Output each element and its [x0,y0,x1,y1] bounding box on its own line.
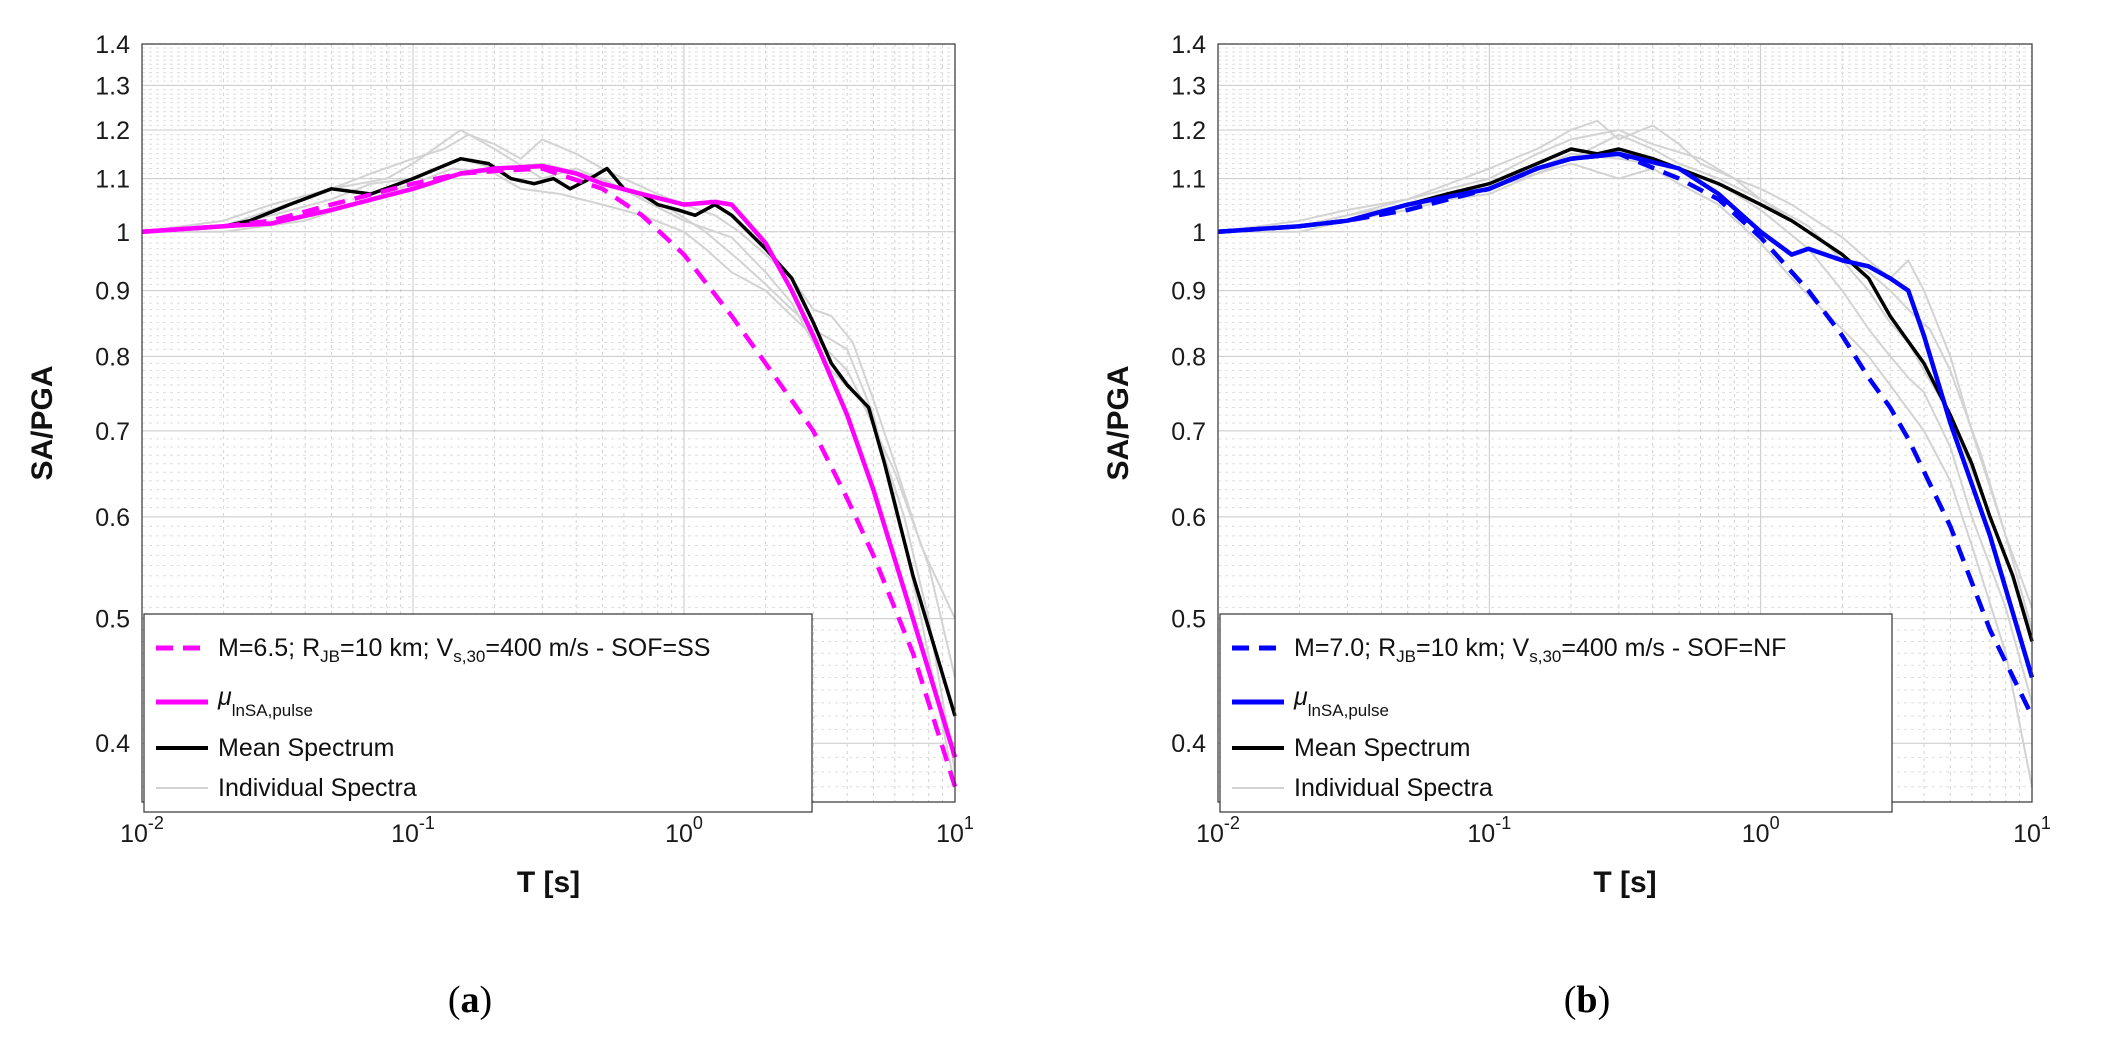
series-layer-b [1217,119,2035,787]
panel-caption-a: (a) [448,979,492,1021]
x-tick-label: 10-1 [1467,813,1511,848]
legend-scenario-pre-b: M=7.0; R [1294,634,1396,662]
y-tick-label: 0.8 [95,343,130,371]
y-tick-label: 0.4 [1171,730,1206,758]
y-tick-label: 1 [116,219,130,247]
legend-label-mean-b: Mean Spectrum [1294,734,1470,762]
legend-box-b [1219,613,1893,813]
y-tick-label: 1 [1192,219,1206,247]
x-tick-label: 10-1 [391,813,435,848]
legend-box-a [143,613,813,813]
y-tick-label: 0.5 [1171,606,1206,634]
series-scenario [1217,151,2035,717]
y-tick-label: 1.1 [95,166,130,194]
series-mu [141,163,958,758]
legend-label-individual-b: Individual Spectra [1294,774,1493,802]
panel-caption-b: (b) [1564,979,1610,1021]
legend-scenario-mid-b: =10 km; V [1416,634,1530,662]
legend-label-mu-a: μlnSA,pulse [217,683,313,720]
legend-scenario-post-b: =400 m/s - SOF=NF [1561,634,1786,662]
legend-label-individual-a: Individual Spectra [218,774,417,802]
series-individual-1 [1217,119,2033,631]
y-tick-label: 0.9 [95,278,130,306]
y-tick-label: 1.2 [1171,117,1206,145]
legend-mu-sub-b: lnSA,pulse [1308,701,1389,720]
legend-label-mu-b: μlnSA,pulse [1293,683,1389,720]
legend-mu-symbol-a: μ [217,683,232,711]
series-mu [1217,151,2035,679]
x-tick-label: 101 [2013,813,2051,848]
legend-scenario-pre-a: M=6.5; R [218,634,320,662]
legend-scenario-sub2-a: s,30 [453,647,485,666]
x-axis-label-b: T [s] [1593,866,1656,899]
tick-labels-b: 0.4 0.5 0.6 0.7 0.8 0.9 1 1.1 1.2 1.3 1.4 10-2 10-1 1… [1171,31,2051,848]
x-tick-label: 101 [936,813,974,848]
legend-mu-sub-a: lnSA,pulse [232,701,313,720]
legend-scenario-post-a: =400 m/s - SOF=SS [485,634,710,662]
y-tick-label: 1.4 [95,31,130,59]
legend-a: M=6.5; RJB=10 km; Vs,30=400 m/s - SOF=SS… [143,613,813,813]
series-individual-3 [1217,129,2033,608]
y-tick-label: 0.7 [95,418,130,446]
legend-b: M=7.0; RJB=10 km; Vs,30=400 m/s - SOF=NF… [1219,613,1893,813]
panel-caption-letter-b: b [1576,979,1597,1021]
grid-minor-b [1218,44,2032,802]
x-tick-label: 100 [1742,813,1780,848]
series-scenario [141,166,958,788]
legend-scenario-mid-a: =10 km; V [340,634,454,662]
legend-scenario-sub2-b: s,30 [1529,647,1561,666]
x-tick-label: 10-2 [120,813,164,848]
series-layer-a [141,129,958,788]
y-tick-label: 0.5 [95,606,130,634]
y-tick-label: 1.3 [95,72,130,100]
legend-label-scenario-a: M=6.5; RJB=10 km; Vs,30=400 m/s - SOF=SS [218,634,710,666]
panel-caption-letter-a: a [461,979,480,1021]
y-tick-label: 0.8 [1171,343,1206,371]
x-axis-label-a: T [s] [517,866,580,899]
y-tick-label: 0.6 [95,504,130,532]
y-tick-label: 1.2 [95,117,130,145]
series-individual-1 [141,133,956,620]
y-tick-label: 0.6 [1171,504,1206,532]
legend-scenario-sub1-b: JB [1396,647,1416,666]
y-axis-label-a: SA/PGA [26,365,59,480]
y-tick-label: 1.3 [1171,72,1206,100]
y-tick-label: 0.7 [1171,418,1206,446]
series-mean [1217,147,2034,642]
legend-label-mean-a: Mean Spectrum [218,734,394,762]
x-tick-label: 100 [665,813,703,848]
tick-labels-a: 0.4 0.5 0.6 0.7 0.8 0.9 1 1.1 1.2 1.3 1.4 10-2 10-1 1… [95,31,974,848]
y-tick-label: 0.9 [1171,278,1206,306]
x-tick-label: 10-2 [1196,813,1240,848]
legend-scenario-sub1-a: JB [320,647,340,666]
legend-mu-symbol-b: μ [1293,683,1308,711]
y-tick-label: 0.4 [95,730,130,758]
legend-label-scenario-b: M=7.0; RJB=10 km; Vs,30=400 m/s - SOF=NF [1294,634,1786,666]
y-tick-label: 1.4 [1171,31,1206,59]
panel-a: 0.4 0.5 0.6 0.7 0.8 0.9 1 1.1 1.2 1.3 1.4 10-2 10-1 1… [26,31,974,1021]
y-axis-label-b: SA/PGA [1102,365,1135,480]
y-tick-label: 1.1 [1171,166,1206,194]
panel-b: 0.4 0.5 0.6 0.7 0.8 0.9 1 1.1 1.2 1.3 1.4 10-2 10-1 1… [1102,31,2051,1021]
